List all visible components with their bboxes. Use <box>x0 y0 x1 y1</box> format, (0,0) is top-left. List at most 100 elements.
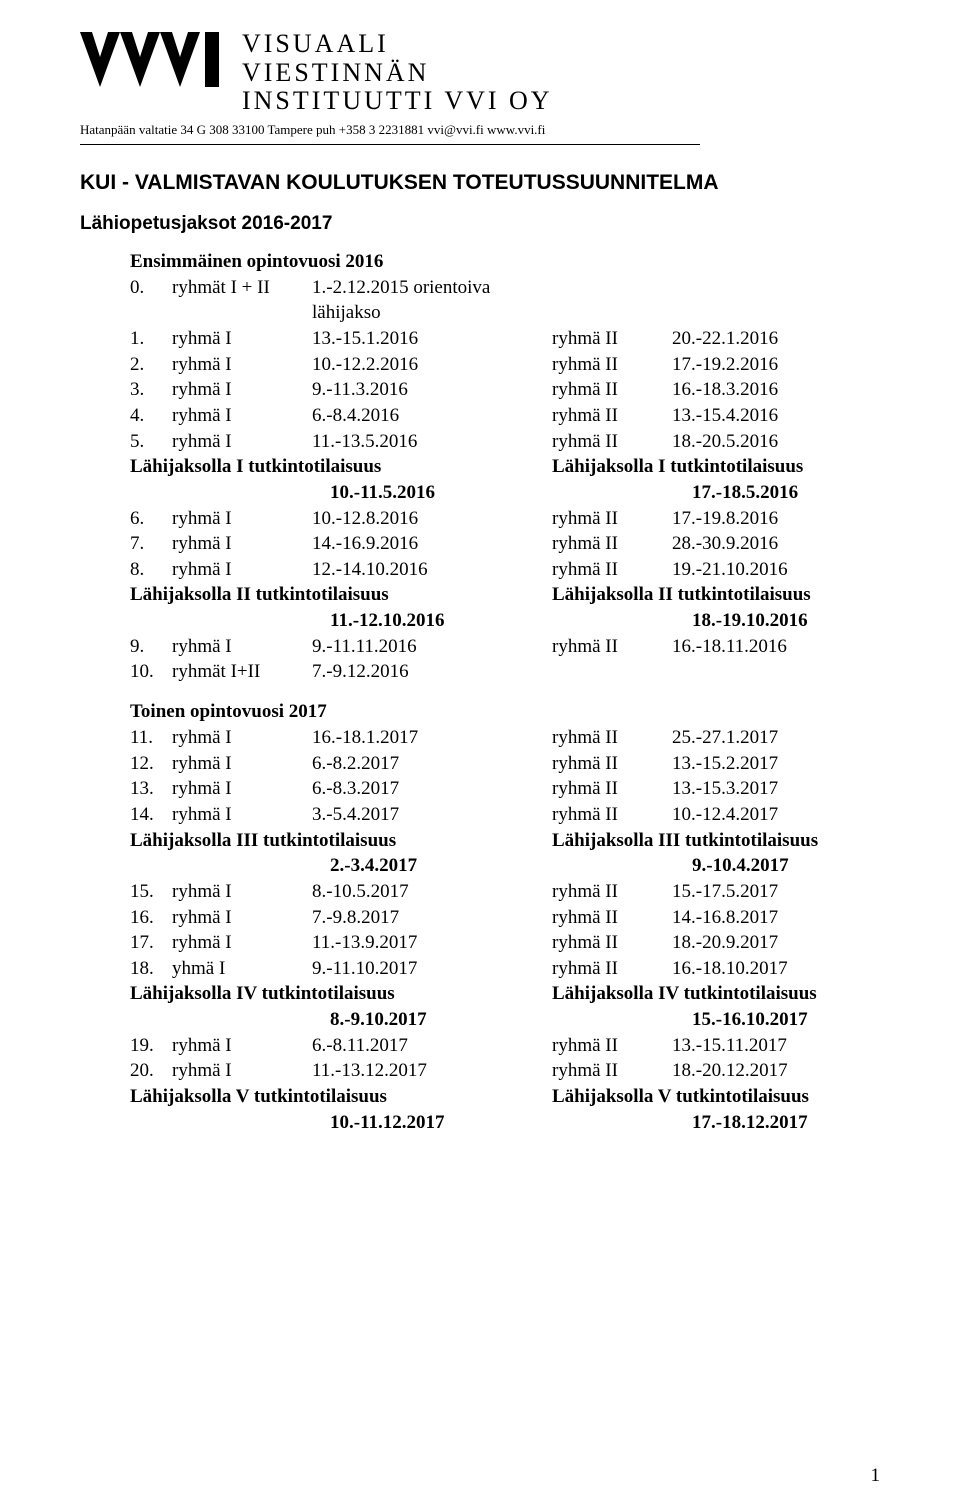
exam5-dates: 10.-11.12.2017 17.-18.12.2017 <box>130 1110 880 1136</box>
row-group2: ryhmä II <box>552 956 672 982</box>
row-group1: ryhmä I <box>172 506 312 532</box>
row-num: 6. <box>130 506 172 532</box>
row-date1: 11.-13.12.2017 <box>312 1058 552 1084</box>
row-group1: ryhmä I <box>172 905 312 931</box>
row-group1: ryhmä I <box>172 377 312 403</box>
exam1-left-date: 10.-11.5.2016 <box>130 480 552 506</box>
exam5-left-title: Lähijaksolla V tutkintotilaisuus <box>130 1084 552 1110</box>
exam2-left-title: Lähijaksolla II tutkintotilaisuus <box>130 582 552 608</box>
row-group1: ryhmä I <box>172 751 312 777</box>
schedule-row: 3.ryhmä I9.-11.3.2016ryhmä II16.-18.3.20… <box>130 377 880 403</box>
row-date2: 17.-19.8.2016 <box>672 506 880 532</box>
exam5-right-date: 17.-18.12.2017 <box>552 1110 880 1136</box>
row-date1: 6.-8.4.2016 <box>312 403 552 429</box>
year2-heading: Toinen opintovuosi 2017 <box>130 701 880 723</box>
row-group2: ryhmä II <box>552 930 672 956</box>
row-group1: ryhmä I <box>172 352 312 378</box>
schedule-row: 17.ryhmä I11.-13.9.2017ryhmä II18.-20.9.… <box>130 930 880 956</box>
header-divider <box>80 144 700 145</box>
letterhead: VISUAALI VIESTINNÄN INSTITUUTTI VVI OY <box>80 30 880 116</box>
row-num: 5. <box>130 429 172 455</box>
row-group2: ryhmä II <box>552 326 672 352</box>
row-date1: 9.-11.10.2017 <box>312 956 552 982</box>
row-date2: 25.-27.1.2017 <box>672 725 880 751</box>
row-date1: 10.-12.8.2016 <box>312 506 552 532</box>
year1-rows3: 9.ryhmä I9.-11.11.2016ryhmä II16.-18.11.… <box>80 634 880 685</box>
row-date1: 9.-11.3.2016 <box>312 377 552 403</box>
row-num: 0. <box>130 275 172 326</box>
row-num: 3. <box>130 377 172 403</box>
row-date2 <box>672 275 880 326</box>
row-date2: 10.-12.4.2017 <box>672 802 880 828</box>
year2-rows3: 19.ryhmä I6.-8.11.2017ryhmä II13.-15.11.… <box>80 1033 880 1084</box>
row-num: 12. <box>130 751 172 777</box>
exam1-dates: 10.-11.5.2016 17.-18.5.2016 <box>130 480 880 506</box>
exam4-right-date: 15.-16.10.2017 <box>552 1007 880 1033</box>
exam2-right-date: 18.-19.10.2016 <box>552 608 880 634</box>
row-group2: ryhmä II <box>552 879 672 905</box>
row-date1: 10.-12.2.2016 <box>312 352 552 378</box>
row-date2: 19.-21.10.2016 <box>672 557 880 583</box>
year1-rows2: 6.ryhmä I10.-12.8.2016ryhmä II17.-19.8.2… <box>80 506 880 583</box>
schedule-row: 7.ryhmä I14.-16.9.2016ryhmä II28.-30.9.2… <box>130 531 880 557</box>
row-group2: ryhmä II <box>552 403 672 429</box>
row-date1: 11.-13.5.2016 <box>312 429 552 455</box>
row-group2: ryhmä II <box>552 377 672 403</box>
row-date2: 18.-20.5.2016 <box>672 429 880 455</box>
row-date1: 3.-5.4.2017 <box>312 802 552 828</box>
schedule-row: 4.ryhmä I6.-8.4.2016ryhmä II13.-15.4.201… <box>130 403 880 429</box>
year2-rows: 11.ryhmä I16.-18.1.2017ryhmä II25.-27.1.… <box>80 725 880 828</box>
row-date2: 18.-20.12.2017 <box>672 1058 880 1084</box>
schedule-row: 2.ryhmä I10.-12.2.2016ryhmä II17.-19.2.2… <box>130 352 880 378</box>
exam3-right-title: Lähijaksolla III tutkintotilaisuus <box>552 828 880 854</box>
schedule-row: 9.ryhmä I9.-11.11.2016ryhmä II16.-18.11.… <box>130 634 880 660</box>
row-group1: ryhmä I <box>172 429 312 455</box>
row-group2: ryhmä II <box>552 531 672 557</box>
row-num: 15. <box>130 879 172 905</box>
row-group1: ryhmä I <box>172 326 312 352</box>
schedule-row: 14.ryhmä I3.-5.4.2017ryhmä II10.-12.4.20… <box>130 802 880 828</box>
row-date1: 6.-8.11.2017 <box>312 1033 552 1059</box>
row-date1: 7.-9.8.2017 <box>312 905 552 931</box>
row-date2: 13.-15.2.2017 <box>672 751 880 777</box>
org-name-block: VISUAALI VIESTINNÄN INSTITUUTTI VVI OY <box>242 30 553 116</box>
row-group2: ryhmä II <box>552 557 672 583</box>
exam4-dates: 8.-9.10.2017 15.-16.10.2017 <box>130 1007 880 1033</box>
row-date1: 13.-15.1.2016 <box>312 326 552 352</box>
year1-heading: Ensimmäinen opintovuosi 2016 <box>130 251 880 273</box>
row-num: 17. <box>130 930 172 956</box>
exam1-left-title: Lähijaksolla I tutkintotilaisuus <box>130 454 552 480</box>
row-date1: 7.-9.12.2016 <box>312 659 552 685</box>
row-group2: ryhmä II <box>552 429 672 455</box>
exam2-right-title: Lähijaksolla II tutkintotilaisuus <box>552 582 880 608</box>
row-group1: ryhmä I <box>172 1033 312 1059</box>
org-line-2: VIESTINNÄN <box>242 59 553 88</box>
row-group2: ryhmä II <box>552 905 672 931</box>
row-group1: ryhmä I <box>172 879 312 905</box>
row-num: 19. <box>130 1033 172 1059</box>
row-group2: ryhmä II <box>552 802 672 828</box>
row-num: 10. <box>130 659 172 685</box>
row-date2: 13.-15.11.2017 <box>672 1033 880 1059</box>
row-date2: 17.-19.2.2016 <box>672 352 880 378</box>
row-date1: 6.-8.3.2017 <box>312 776 552 802</box>
row-num: 14. <box>130 802 172 828</box>
row-group1: ryhmä I <box>172 776 312 802</box>
contact-line: Hatanpään valtatie 34 G 308 33100 Tamper… <box>80 122 880 138</box>
exam3-titles: Lähijaksolla III tutkintotilaisuus Lähij… <box>130 828 880 854</box>
row-date2: 13.-15.3.2017 <box>672 776 880 802</box>
schedule-row: 1.ryhmä I13.-15.1.2016ryhmä II20.-22.1.2… <box>130 326 880 352</box>
exam5-titles: Lähijaksolla V tutkintotilaisuus Lähijak… <box>130 1084 880 1110</box>
exam3-dates: 2.-3.4.2017 9.-10.4.2017 <box>130 853 880 879</box>
exam4-titles: Lähijaksolla IV tutkintotilaisuus Lähija… <box>130 981 880 1007</box>
exam1-titles: Lähijaksolla I tutkintotilaisuus Lähijak… <box>130 454 880 480</box>
schedule-row: 19.ryhmä I6.-8.11.2017ryhmä II13.-15.11.… <box>130 1033 880 1059</box>
row-num: 20. <box>130 1058 172 1084</box>
exam2-left-date: 11.-12.10.2016 <box>130 608 552 634</box>
row-group2: ryhmä II <box>552 352 672 378</box>
row-date1: 9.-11.11.2016 <box>312 634 552 660</box>
vvi-logo-icon <box>80 32 230 113</box>
row-date1: 16.-18.1.2017 <box>312 725 552 751</box>
exam2-titles: Lähijaksolla II tutkintotilaisuus Lähija… <box>130 582 880 608</box>
schedule-row: 8.ryhmä I12.-14.10.2016ryhmä II19.-21.10… <box>130 557 880 583</box>
